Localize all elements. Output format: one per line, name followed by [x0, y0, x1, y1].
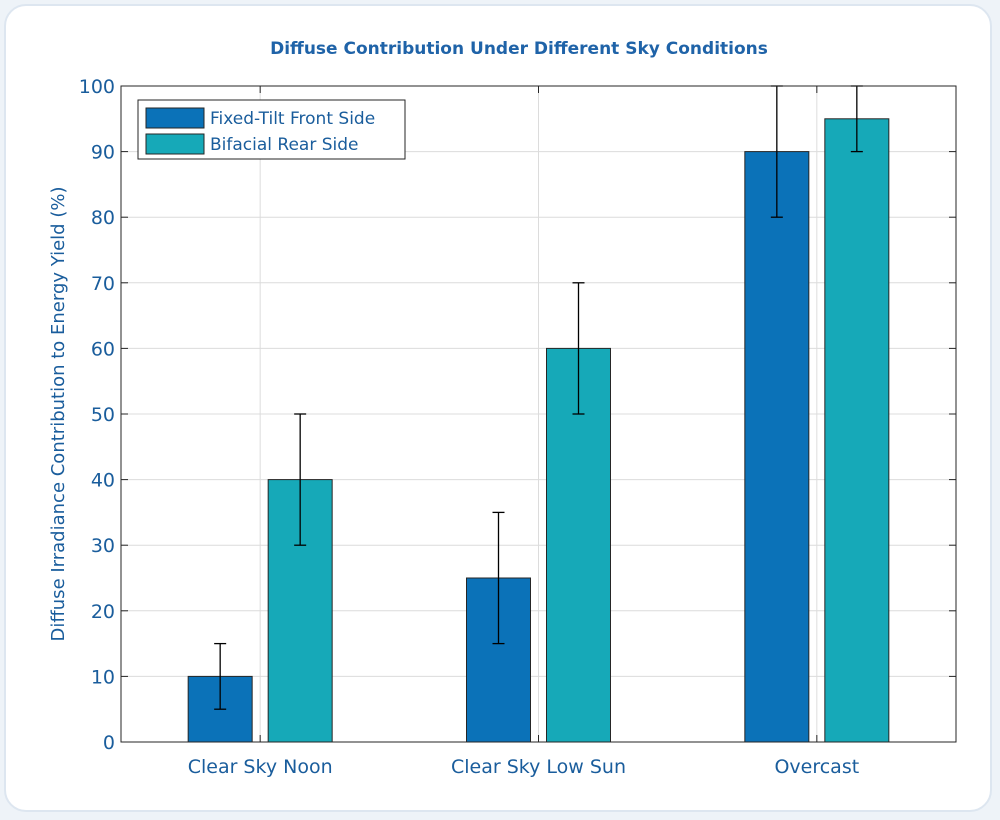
legend-swatch-bifacial [145, 133, 205, 155]
bar-bifacial [824, 118, 890, 743]
y-tick-label: 70 [91, 273, 115, 295]
y-tick-label: 50 [91, 404, 115, 426]
legend: Fixed-Tilt Front Side Bifacial Rear Side [137, 99, 406, 160]
x-tick-label: Overcast [774, 756, 859, 778]
legend-swatch-fixed-tilt [145, 107, 205, 129]
x-tick-label: Clear Sky Low Sun [451, 756, 626, 778]
bar-fixed-tilt [744, 151, 810, 743]
y-tick-label: 90 [91, 142, 115, 164]
y-tick-label: 80 [91, 207, 115, 229]
y-tick-label: 30 [91, 535, 115, 557]
error-bars [214, 85, 863, 710]
legend-label-fixed-tilt: Fixed-Tilt Front Side [210, 109, 375, 129]
axis-ticks: 0 10 20 30 40 50 60 70 80 90 100 Clear Sky Noon Clea… [79, 76, 956, 778]
y-tick-label: 60 [91, 338, 115, 360]
y-tick-label: 10 [91, 666, 115, 688]
y-tick-label: 20 [91, 601, 115, 623]
y-tick-label: 40 [91, 470, 115, 492]
x-tick-label: Clear Sky Noon [188, 756, 333, 778]
y-tick-label: 0 [103, 732, 115, 754]
chart-title: Diffuse Contribution Under Different Sky… [270, 39, 768, 59]
y-axis-label: Diffuse Irradiance Contribution to Energ… [48, 187, 69, 642]
legend-label-bifacial: Bifacial Rear Side [210, 135, 358, 155]
y-tick-label: 100 [79, 76, 115, 98]
